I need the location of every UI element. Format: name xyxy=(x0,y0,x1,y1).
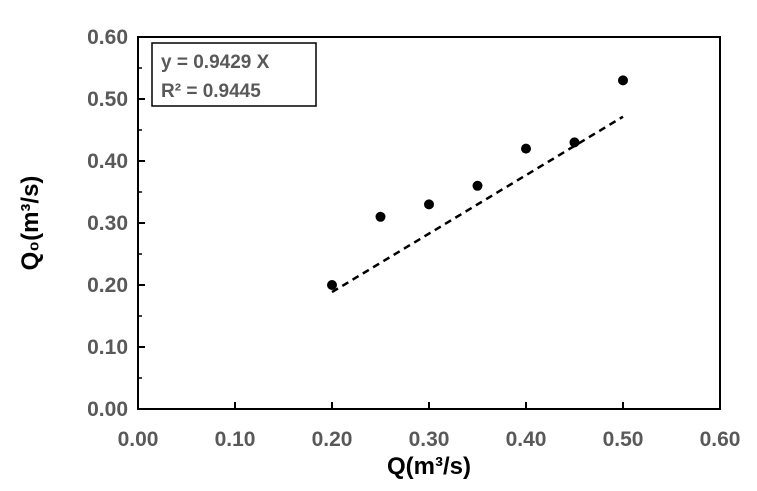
y-axis-ticks xyxy=(138,36,145,410)
x-tick-label: 0.00 xyxy=(118,428,159,451)
x-tick-label: 0.10 xyxy=(215,428,256,451)
data-point xyxy=(618,75,628,86)
x-tick-label: 0.30 xyxy=(409,428,450,451)
y-tick-label: 0.30 xyxy=(87,212,128,235)
y-tick-label: 0.10 xyxy=(87,336,128,359)
data-point xyxy=(521,143,531,154)
x-axis-ticks xyxy=(137,402,721,409)
data-point xyxy=(424,199,434,210)
data-point xyxy=(569,137,580,148)
y-tick-label: 0.50 xyxy=(87,88,128,111)
equation-box-border xyxy=(151,42,317,107)
equation-box: y = 0.9429 X R² = 0.9445 xyxy=(151,42,317,107)
data-point xyxy=(327,280,337,290)
y-tick-label: 0.40 xyxy=(87,150,128,173)
data-points xyxy=(327,75,628,290)
x-axis-title: Q(m³/s) xyxy=(387,453,471,480)
data-point xyxy=(375,211,386,222)
y-axis-tick-labels: 0.00 0.10 0.20 0.30 0.40 0.50 0.60 xyxy=(87,26,128,421)
y-tick-label: 0.20 xyxy=(87,274,128,297)
x-tick-label: 0.60 xyxy=(700,428,741,451)
y-tick-label: 0.00 xyxy=(87,398,128,421)
data-point xyxy=(472,180,483,191)
equation-line: y = 0.9429 X xyxy=(161,52,270,73)
x-tick-label: 0.20 xyxy=(312,428,353,451)
x-axis-tick-labels: 0.00 0.10 0.20 0.30 0.40 0.50 0.60 xyxy=(118,428,741,451)
y-tick-label: 0.60 xyxy=(87,26,128,49)
x-tick-label: 0.40 xyxy=(506,428,547,451)
trendline xyxy=(331,115,624,294)
y-axis-title: Q₀(m³/s) xyxy=(17,176,44,271)
r-squared-line: R² = 0.9445 xyxy=(161,81,261,102)
x-tick-label: 0.50 xyxy=(603,428,644,451)
